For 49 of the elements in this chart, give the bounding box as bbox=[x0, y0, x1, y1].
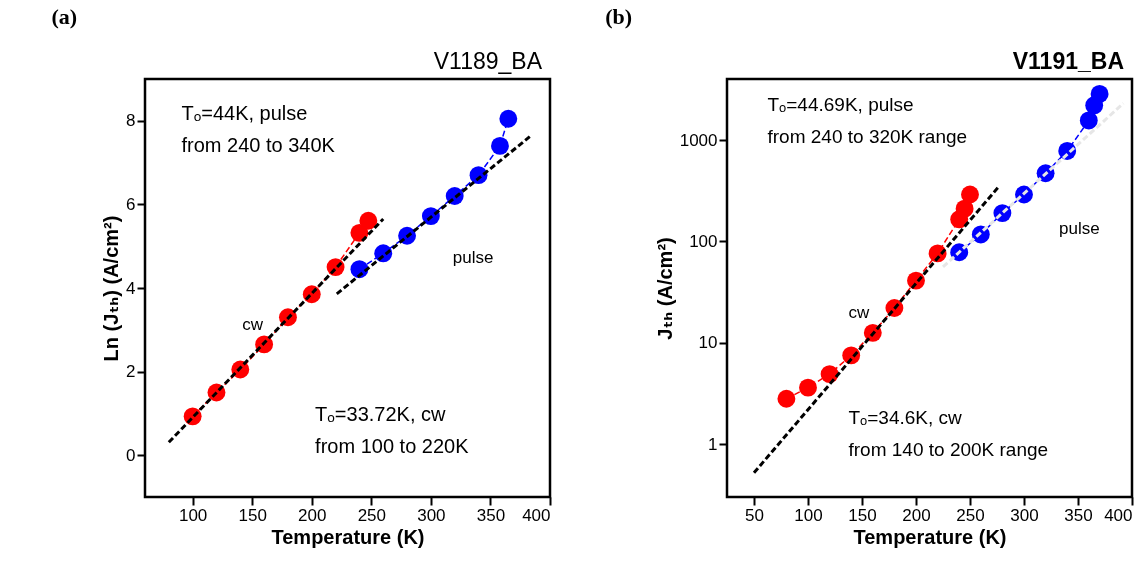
x-tick-label: 100 bbox=[794, 505, 823, 525]
y-tick-label: 1 bbox=[708, 434, 718, 454]
y-tick-label: 0 bbox=[126, 445, 136, 465]
chart-subtitle: V1189_BA bbox=[433, 48, 543, 74]
point bbox=[359, 211, 378, 230]
y-tick-label: 100 bbox=[689, 231, 718, 251]
x-tick-label: 250 bbox=[357, 505, 387, 525]
annotation: Tₒ=44.69K, pulse from 240 to 320K range bbox=[767, 93, 968, 147]
x-tick-label: 200 bbox=[298, 505, 327, 525]
point bbox=[799, 378, 817, 397]
point bbox=[1079, 111, 1098, 130]
x-tick-label: 150 bbox=[238, 505, 267, 525]
y-tick-label: 8 bbox=[126, 111, 136, 131]
x-tick-label: 200 bbox=[902, 505, 931, 525]
annotation: pulse bbox=[1059, 219, 1100, 239]
x-tick-label: 350 bbox=[476, 505, 506, 525]
x-tick-label: 250 bbox=[956, 505, 985, 525]
point bbox=[491, 136, 509, 155]
annotation: Tₒ=33.72K, cw from 100 to 220K bbox=[315, 403, 470, 458]
point bbox=[1090, 84, 1109, 103]
y-tick-label: 6 bbox=[126, 194, 136, 214]
annotation: cw bbox=[242, 315, 264, 335]
x-axis-title: Temperature (K) bbox=[271, 525, 425, 548]
x-tick-label: 300 bbox=[417, 505, 446, 525]
point bbox=[955, 199, 974, 218]
chart-title: (b) bbox=[605, 4, 633, 29]
x-tick-label: 350 bbox=[1064, 505, 1093, 525]
x-tick-label: 100 bbox=[178, 505, 208, 525]
annotation: Tₒ=44K, pulse from 240 to 340K bbox=[181, 102, 336, 157]
y-axis-title: Ln (Jₜₕ) (A/cm²) bbox=[100, 215, 123, 362]
y-tick-label: 4 bbox=[126, 278, 136, 298]
point bbox=[499, 109, 518, 128]
x-axis-title: Temperature (K) bbox=[853, 525, 1007, 548]
x-tick-label: 300 bbox=[1010, 505, 1039, 525]
x-tick-label: 400 bbox=[522, 505, 551, 525]
x-tick-label: 150 bbox=[848, 505, 877, 525]
annotation: cw bbox=[848, 302, 870, 322]
point bbox=[777, 389, 796, 408]
x-tick-label: 400 bbox=[1104, 505, 1133, 525]
chart-title: (a) bbox=[51, 4, 78, 29]
y-axis-title: Jₜₕ (A/cm²) bbox=[653, 237, 676, 340]
chart-subtitle: V1191_BA bbox=[1012, 48, 1124, 74]
point bbox=[961, 185, 979, 204]
y-tick-label: 1000 bbox=[679, 130, 718, 150]
annotation: Tₒ=34.6K, cw from 140 to 200K range bbox=[848, 407, 1049, 461]
annotation: pulse bbox=[452, 248, 494, 268]
y-tick-label: 10 bbox=[698, 333, 718, 353]
y-tick-label: 2 bbox=[126, 362, 136, 382]
x-tick-label: 50 bbox=[745, 505, 764, 525]
